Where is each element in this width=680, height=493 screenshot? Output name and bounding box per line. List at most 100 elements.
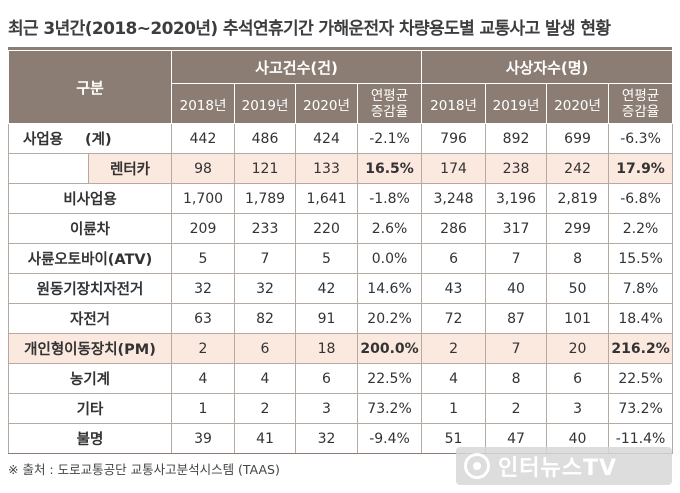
- table-cell: 15.5%: [608, 243, 674, 274]
- table-cell: 216.2%: [608, 333, 674, 364]
- row-label: 원동기장치자전거: [7, 273, 173, 304]
- watermark-logo: 인터뉴스TV: [456, 447, 672, 485]
- table-cell: 91: [295, 303, 359, 334]
- table-cell: 42: [295, 273, 359, 304]
- table-cell: 209: [171, 213, 236, 244]
- table-row: 이륜차 209 233 220 2.6% 286 317 299 2.2%: [7, 213, 674, 244]
- row-label-text: 사업용: [23, 132, 64, 148]
- table-cell: 32: [234, 273, 297, 304]
- logo-mark-icon: [464, 453, 490, 479]
- table-cell: 101: [546, 303, 610, 334]
- row-indent: [8, 153, 89, 184]
- header-rate-line1: 연평균: [370, 87, 409, 104]
- table-cell: 1,641: [295, 183, 359, 214]
- table-title: 최근 3년간(2018~2020년) 추석연휴기간 가해운전자 차량용도별 교통…: [8, 19, 611, 39]
- table-cell: 3,196: [485, 183, 548, 214]
- table-row: 사륜오토바이(ATV) 5 7 5 0.0% 6 7 8 15.5%: [7, 243, 674, 274]
- table-row: 자전거 63 82 91 20.2% 72 87 101 18.4%: [7, 303, 674, 334]
- table-cell: 5: [171, 243, 236, 274]
- table-cell: 174: [421, 153, 487, 184]
- table-cell: 63: [171, 303, 236, 334]
- table-top-rule: [8, 47, 672, 50]
- table-cell: 72: [421, 303, 487, 334]
- row-label: 이륜차: [7, 213, 173, 244]
- header-accidents: 사고건수(건): [171, 50, 423, 84]
- table-cell: 2,819: [546, 183, 610, 214]
- table-cell: 220: [295, 213, 359, 244]
- table-cell: 41: [234, 423, 297, 454]
- table-cell: 39: [171, 423, 236, 454]
- table-row: 원동기장치자전거 32 32 42 14.6% 43 40 50 7.8%: [7, 273, 674, 304]
- table-cell: 317: [485, 213, 548, 244]
- header-category: 구분: [7, 50, 173, 124]
- table-cell: 43: [421, 273, 487, 304]
- row-label: 렌터카: [87, 153, 173, 184]
- table-cell: 22.5%: [608, 363, 674, 394]
- row-label-suffix: (계): [85, 132, 112, 148]
- table-cell: 87: [485, 303, 548, 334]
- table-cell: 4: [234, 363, 297, 394]
- table-cell: 892: [485, 123, 548, 154]
- table-cell: 4: [421, 363, 487, 394]
- table-cell: 8: [485, 363, 548, 394]
- table-cell: 40: [485, 273, 548, 304]
- table-cell: 1,700: [171, 183, 236, 214]
- table-cell: 2: [421, 333, 487, 364]
- table-cell: 121: [234, 153, 297, 184]
- table-cell: 2: [171, 333, 236, 364]
- table-cell: 6: [234, 333, 297, 364]
- header-year-2019-casualties: 2019년: [485, 83, 548, 124]
- watermark-text: 인터뉴스TV: [498, 456, 617, 481]
- table-cell: 98: [171, 153, 236, 184]
- table-cell: 18.4%: [608, 303, 674, 334]
- header-rate-line2: 증감율: [370, 103, 409, 120]
- row-label: 비사업용: [7, 183, 173, 214]
- table-cell: 2.6%: [357, 213, 423, 244]
- table-cell: 73.2%: [357, 393, 423, 424]
- table-cell: 3: [546, 393, 610, 424]
- table-cell: 0.0%: [357, 243, 423, 274]
- table-cell: 1: [421, 393, 487, 424]
- table-cell: -6.8%: [608, 183, 674, 214]
- table-cell: 17.9%: [608, 153, 674, 184]
- table-cell: 133: [295, 153, 359, 184]
- table-cell: 22.5%: [357, 363, 423, 394]
- table-row: 렌터카 98 121 133 16.5% 174 238 242 17.9%: [8, 153, 674, 184]
- header-rate-line1: 연평균: [621, 87, 660, 104]
- source-note: ※ 출처 : 도로교통공단 교통사고분석시스템 (TAAS): [8, 462, 280, 477]
- row-label: 기타: [7, 393, 173, 424]
- table-cell: 32: [295, 423, 359, 454]
- table-cell: 200.0%: [357, 333, 423, 364]
- table-bottom-rule: [8, 453, 672, 454]
- table-cell: 7: [234, 243, 297, 274]
- table-cell: 486: [234, 123, 297, 154]
- table-row: 농기계 4 4 6 22.5% 4 8 6 22.5%: [7, 363, 674, 394]
- table-cell: 7: [485, 333, 548, 364]
- table-cell: 32: [171, 273, 236, 304]
- header-year-2018-accidents: 2018년: [171, 83, 236, 124]
- header-rate-casualties: 연평균 증감율: [608, 83, 674, 124]
- table-cell: 5: [295, 243, 359, 274]
- row-label: 농기계: [7, 363, 173, 394]
- table-cell: 7.8%: [608, 273, 674, 304]
- table-cell: 73.2%: [608, 393, 674, 424]
- table-cell: 286: [421, 213, 487, 244]
- table-cell: 238: [485, 153, 548, 184]
- table-cell: 6: [421, 243, 487, 274]
- table-row: 기타 1 2 3 73.2% 1 2 3 73.2%: [7, 393, 674, 424]
- table-cell: 4: [171, 363, 236, 394]
- table-cell: 2: [485, 393, 548, 424]
- table-cell: 1: [171, 393, 236, 424]
- table-cell: 6: [546, 363, 610, 394]
- table-cell: 442: [171, 123, 236, 154]
- row-label: 사업용 (계): [7, 123, 173, 154]
- table-cell: 796: [421, 123, 487, 154]
- row-label: 자전거: [7, 303, 173, 334]
- table-cell: 299: [546, 213, 610, 244]
- table-cell: 424: [295, 123, 359, 154]
- table-cell: -1.8%: [357, 183, 423, 214]
- row-label: 개인형이동장치(PM): [7, 333, 173, 364]
- row-label: 사륜오토바이(ATV): [7, 243, 173, 274]
- table-row: 개인형이동장치(PM) 2 6 18 200.0% 2 7 20 216.2%: [7, 333, 674, 364]
- table-cell: 699: [546, 123, 610, 154]
